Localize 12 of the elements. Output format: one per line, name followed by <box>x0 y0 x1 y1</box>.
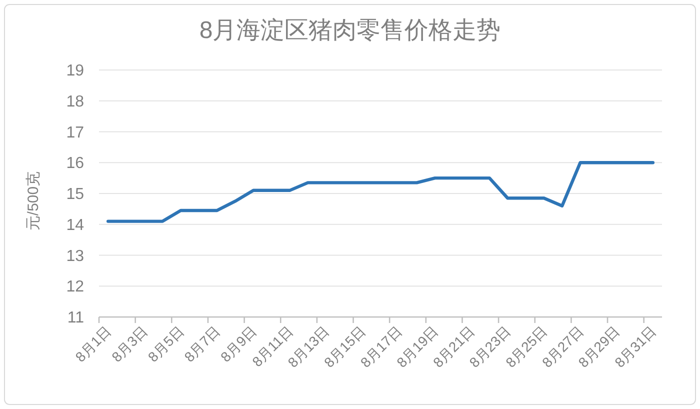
line-series <box>106 161 655 223</box>
y-tick-label: 11 <box>67 310 84 326</box>
chart-title: 8月海淀区猪肉零售价格走势 <box>199 17 501 44</box>
y-tick-label: 12 <box>66 278 84 296</box>
y-tick-label: 15 <box>66 186 84 203</box>
y-tick-label: 18 <box>66 93 84 110</box>
y-tick-label: 19 <box>66 62 84 80</box>
y-axis-title: 元/500克 <box>25 171 42 231</box>
y-tick-label: 14 <box>66 216 84 234</box>
y-tick-label: 13 <box>66 248 84 265</box>
y-tick-label: 16 <box>66 155 84 172</box>
y-tick-label: 17 <box>66 124 84 142</box>
